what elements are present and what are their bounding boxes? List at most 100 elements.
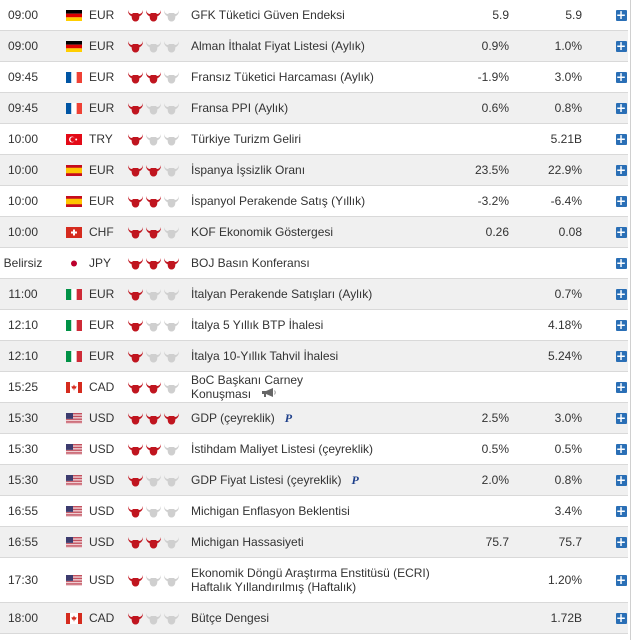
event-row[interactable]: 16:55 USD Michigan Hassasiyeti 75.7 75.7 + [0,527,628,558]
expand-plus-button[interactable]: + [614,310,628,340]
event-name[interactable]: Fransa PPI (Aylık) [191,101,289,115]
expand-plus-button[interactable]: + [614,124,628,154]
event-name[interactable]: BoC Başkanı Carney Konuşması [191,373,304,401]
event-name-cell[interactable]: BOJ Basın Konferansı [191,248,461,278]
event-name-cell[interactable]: Michigan Enflasyon Beklentisi [191,496,461,526]
plus-icon[interactable]: + [615,534,627,549]
expand-plus-button[interactable]: + [614,186,628,216]
plus-icon[interactable]: + [615,317,627,332]
plus-icon[interactable]: + [615,162,627,177]
event-name[interactable]: İtalya 10-Yıllık Tahvil İhalesi [191,349,339,363]
expand-plus-button[interactable]: + [614,465,628,495]
expand-plus-button[interactable]: + [614,527,628,557]
expand-plus-button[interactable]: + [614,248,628,278]
expand-plus-button[interactable]: + [614,434,628,464]
event-name-cell[interactable]: İspanyol Perakende Satış (Yıllık) [191,186,461,216]
event-name-cell[interactable]: İstihdam Maliyet Listesi (çeyreklik) [191,434,461,464]
event-name-cell[interactable]: İtalyan Perakende Satışları (Aylık) [191,279,461,309]
event-row[interactable]: 10:00 TRY Türkiye Turizm Geliri 5.21B + [0,124,628,155]
expand-plus-button[interactable]: + [614,558,628,602]
plus-icon[interactable]: + [615,503,627,518]
expand-plus-button[interactable]: + [614,0,628,30]
event-row[interactable]: 09:45 EUR Fransa PPI (Aylık) 0.6% 0.8% + [0,93,628,124]
event-name[interactable]: İtalyan Perakende Satışları (Aylık) [191,287,373,301]
event-name-cell[interactable]: GFK Tüketici Güven Endeksi [191,0,461,30]
event-row[interactable]: 09:00 EUR GFK Tüketici Güven Endeksi 5.9 5.9… [0,0,628,31]
event-name[interactable]: Bütçe Dengesi [191,611,270,625]
event-name[interactable]: GDP (çeyreklik) [191,411,275,425]
event-name-cell[interactable]: KOF Ekonomik Göstergesi [191,217,461,247]
event-name[interactable]: KOF Ekonomik Göstergesi [191,225,334,239]
event-name[interactable]: Alman İthalat Fiyat Listesi (Aylık) [191,39,365,53]
event-name[interactable]: Türkiye Turizm Geliri [191,132,302,146]
event-row[interactable]: 12:10 EUR İtalya 5 Yıllık BTP İhalesi 4.18%… [0,310,628,341]
event-name-cell[interactable]: İtalya 10-Yıllık Tahvil İhalesi [191,341,461,371]
plus-icon[interactable]: + [615,286,627,301]
event-name[interactable]: Michigan Hassasiyeti [191,535,304,549]
event-row[interactable]: 17:30 USD Ekonomik Döngü Araştırma Enstitü… [0,558,628,603]
event-name[interactable]: GFK Tüketici Güven Endeksi [191,8,345,22]
event-row[interactable]: Belirsiz JPY BOJ Basın Konferansı + [0,248,628,279]
plus-icon[interactable]: + [615,441,627,456]
event-name[interactable]: İspanya İşsizlik Oranı [191,163,306,177]
event-name[interactable]: Ekonomik Döngü Araştırma Enstitüsü (ECRI… [191,566,430,594]
plus-icon[interactable]: + [615,131,627,146]
event-name[interactable]: BOJ Basın Konferansı [191,256,310,270]
event-name-cell[interactable]: Fransız Tüketici Harcaması (Aylık) [191,62,461,92]
event-row[interactable]: 12:10 EUR İtalya 10-Yıllık Tahvil İhalesi 5… [0,341,628,372]
expand-plus-button[interactable]: + [614,279,628,309]
event-name-cell[interactable]: Fransa PPI (Aylık) [191,93,461,123]
event-row[interactable]: 15:30 USD GDP (çeyreklik) P 2.5% 3.0% + [0,403,628,434]
expand-plus-button[interactable]: + [614,372,628,402]
event-row[interactable]: 18:00 CAD Bütçe Dengesi 1.72B + [0,603,628,634]
event-name-cell[interactable]: GDP (çeyreklik) P [191,403,461,433]
event-name-cell[interactable]: GDP Fiyat Listesi (çeyreklik) P [191,465,461,495]
plus-icon[interactable]: + [615,224,627,239]
plus-icon[interactable]: + [615,472,627,487]
event-name-cell[interactable]: İspanya İşsizlik Oranı [191,155,461,185]
plus-icon[interactable]: + [615,572,627,587]
plus-icon[interactable]: + [615,69,627,84]
expand-plus-button[interactable]: + [614,403,628,433]
plus-icon[interactable]: + [615,610,627,625]
event-name[interactable]: İtalya 5 Yıllık BTP İhalesi [191,318,324,332]
event-row[interactable]: 10:00 CHF KOF Ekonomik Göstergesi 0.26 0.08 + [0,217,628,248]
expand-plus-button[interactable]: + [614,155,628,185]
event-name[interactable]: Michigan Enflasyon Beklentisi [191,504,350,518]
plus-icon[interactable]: + [615,193,627,208]
event-row[interactable]: 15:30 USD İstihdam Maliyet Listesi (çeyrek… [0,434,628,465]
plus-icon[interactable]: + [615,379,627,394]
expand-plus-button[interactable]: + [614,217,628,247]
event-row[interactable]: 09:45 EUR Fransız Tüketici Harcaması (Aylı… [0,62,628,93]
event-name-cell[interactable]: Michigan Hassasiyeti [191,527,461,557]
expand-plus-button[interactable]: + [614,496,628,526]
event-name-cell[interactable]: İtalya 5 Yıllık BTP İhalesi [191,310,461,340]
expand-plus-button[interactable]: + [614,341,628,371]
plus-icon[interactable]: + [615,38,627,53]
event-name-cell[interactable]: Türkiye Turizm Geliri [191,124,461,154]
plus-icon[interactable]: + [615,255,627,270]
event-row[interactable]: 11:00 EUR İtalyan Perakende Satışları (Ayl… [0,279,628,310]
expand-plus-button[interactable]: + [614,93,628,123]
plus-icon[interactable]: + [615,100,627,115]
plus-icon[interactable]: + [615,348,627,363]
event-row[interactable]: 09:00 EUR Alman İthalat Fiyat Listesi (Ayl… [0,31,628,62]
event-row[interactable]: 10:00 EUR İspanyol Perakende Satış (Yıllık… [0,186,628,217]
event-name[interactable]: İspanyol Perakende Satış (Yıllık) [191,194,366,208]
plus-icon[interactable]: + [615,410,627,425]
event-name-cell[interactable]: Alman İthalat Fiyat Listesi (Aylık) [191,31,461,61]
event-name[interactable]: Fransız Tüketici Harcaması (Aylık) [191,70,374,84]
expand-plus-button[interactable]: + [614,31,628,61]
event-row[interactable]: 16:55 USD Michigan Enflasyon Beklentisi 3.4… [0,496,628,527]
plus-icon[interactable]: + [615,7,627,22]
event-row[interactable]: 15:30 USD GDP Fiyat Listesi (çeyreklik) P 2.… [0,465,628,496]
event-row[interactable]: 10:00 EUR İspanya İşsizlik Oranı 23.5% 22.9%… [0,155,628,186]
expand-plus-button[interactable]: + [614,603,628,633]
event-name-cell[interactable]: BoC Başkanı Carney Konuşması [191,372,331,402]
event-name[interactable]: GDP Fiyat Listesi (çeyreklik) [191,473,342,487]
event-name-cell[interactable]: Ekonomik Döngü Araştırma Enstitüsü (ECRI… [191,558,461,602]
event-row[interactable]: 15:25 CAD BoC Başkanı Carney Konuşması + [0,372,628,403]
event-name[interactable]: İstihdam Maliyet Listesi (çeyreklik) [191,442,374,456]
expand-plus-button[interactable]: + [614,62,628,92]
event-name-cell[interactable]: Bütçe Dengesi [191,603,461,633]
